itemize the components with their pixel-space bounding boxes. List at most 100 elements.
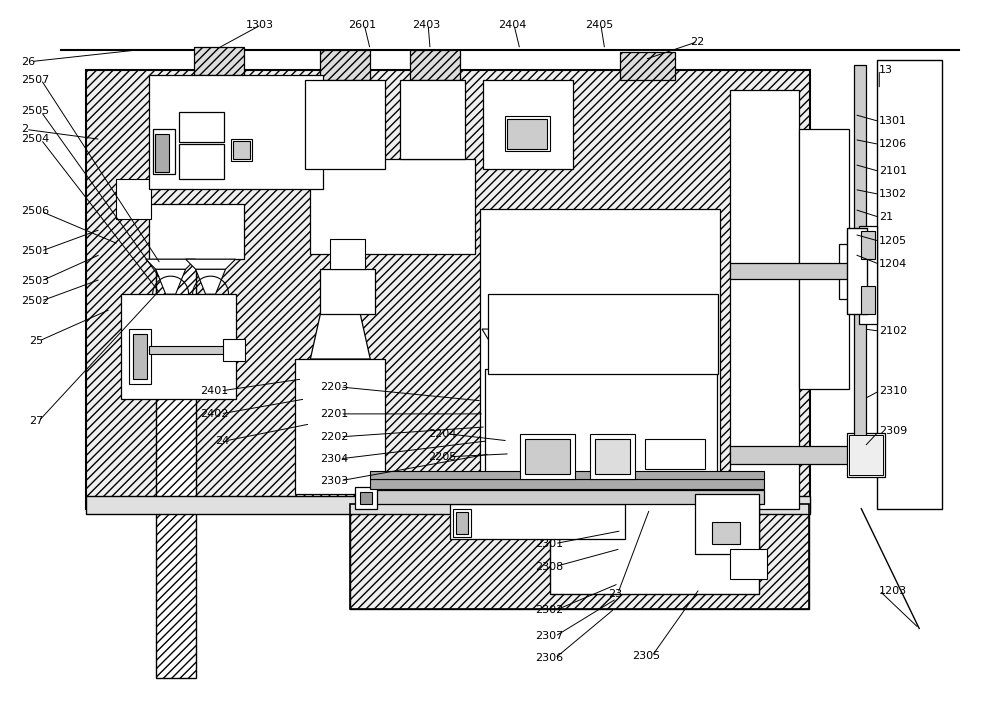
Text: 26: 26 — [21, 57, 35, 67]
Bar — [179, 113, 224, 143]
Bar — [854, 65, 866, 464]
Bar — [233, 141, 250, 160]
Polygon shape — [156, 269, 186, 294]
Polygon shape — [492, 339, 528, 364]
Text: 22: 22 — [690, 37, 704, 47]
Text: 21: 21 — [879, 212, 893, 222]
Bar — [305, 79, 385, 169]
Bar — [310, 160, 475, 255]
Bar — [320, 269, 375, 314]
Bar — [456, 512, 468, 534]
Text: 2304: 2304 — [320, 454, 349, 464]
Text: 2308: 2308 — [535, 562, 563, 571]
Bar — [194, 47, 244, 74]
Text: 1204: 1204 — [879, 259, 908, 269]
Bar — [801, 131, 847, 387]
Bar — [505, 116, 550, 152]
Text: 2301: 2301 — [535, 539, 563, 549]
Bar — [155, 135, 169, 172]
Text: 1203: 1203 — [879, 586, 907, 596]
Bar — [86, 69, 810, 508]
Bar — [507, 119, 547, 150]
Polygon shape — [552, 339, 588, 364]
Bar — [116, 179, 151, 219]
Bar — [149, 346, 229, 354]
Text: 2101: 2101 — [879, 167, 907, 177]
Text: 25: 25 — [29, 336, 43, 346]
Text: 1205: 1205 — [879, 236, 907, 246]
Bar — [525, 439, 570, 474]
Text: 2401: 2401 — [201, 386, 229, 396]
Text: 2305: 2305 — [632, 652, 660, 661]
Polygon shape — [602, 329, 658, 339]
Bar — [86, 496, 810, 514]
Polygon shape — [591, 305, 639, 314]
Text: 2501: 2501 — [21, 246, 49, 256]
Text: 1206: 1206 — [879, 140, 907, 150]
Bar — [732, 91, 797, 507]
Text: 2204: 2204 — [428, 429, 457, 439]
Text: 2403: 2403 — [412, 20, 440, 30]
Text: 2303: 2303 — [320, 476, 348, 486]
Text: 2102: 2102 — [879, 326, 908, 336]
Bar — [320, 50, 370, 79]
Text: 2404: 2404 — [498, 20, 526, 30]
Bar — [839, 244, 874, 299]
Bar — [153, 130, 175, 174]
Polygon shape — [310, 314, 370, 359]
Bar — [151, 77, 321, 187]
Bar — [86, 69, 810, 508]
Bar — [156, 219, 196, 679]
Bar — [453, 508, 471, 537]
Text: 2505: 2505 — [21, 106, 49, 116]
Bar — [133, 334, 147, 379]
Bar — [595, 439, 630, 474]
Bar — [485, 82, 571, 167]
Text: 2302: 2302 — [535, 605, 563, 615]
Bar — [231, 140, 252, 162]
Bar — [485, 369, 717, 489]
Text: 2203: 2203 — [320, 382, 349, 392]
Text: 1302: 1302 — [879, 189, 907, 199]
Polygon shape — [196, 269, 226, 294]
Text: 2307: 2307 — [535, 632, 563, 642]
Bar — [861, 286, 875, 314]
Polygon shape — [482, 329, 538, 339]
Text: 2201: 2201 — [320, 409, 349, 419]
Text: 23: 23 — [608, 588, 622, 598]
Bar — [297, 361, 383, 492]
Polygon shape — [186, 259, 236, 269]
Bar — [849, 435, 883, 475]
Bar — [550, 498, 759, 593]
Bar — [861, 231, 875, 259]
Text: 2202: 2202 — [320, 432, 349, 442]
Bar — [482, 211, 718, 492]
Polygon shape — [641, 305, 689, 314]
Bar — [730, 263, 849, 279]
Bar — [483, 79, 573, 169]
Bar — [400, 79, 465, 160]
Bar — [350, 503, 809, 608]
Bar — [149, 204, 244, 259]
Bar — [520, 434, 575, 479]
Bar — [307, 82, 383, 167]
Bar — [847, 433, 885, 476]
Text: 2601: 2601 — [348, 20, 376, 30]
Polygon shape — [600, 314, 630, 336]
Text: 2205: 2205 — [428, 452, 456, 462]
Bar — [370, 490, 764, 503]
Bar — [295, 359, 385, 493]
Bar — [620, 52, 675, 79]
Bar — [129, 329, 151, 384]
Bar — [410, 50, 460, 79]
Polygon shape — [542, 329, 598, 339]
Text: 1301: 1301 — [879, 116, 907, 126]
Bar — [590, 434, 635, 479]
Bar — [350, 503, 809, 608]
Text: 1303: 1303 — [245, 20, 273, 30]
Text: 2402: 2402 — [201, 409, 229, 419]
Polygon shape — [146, 259, 196, 269]
Bar — [223, 339, 245, 361]
Bar — [490, 296, 716, 372]
Text: 2506: 2506 — [21, 206, 49, 216]
